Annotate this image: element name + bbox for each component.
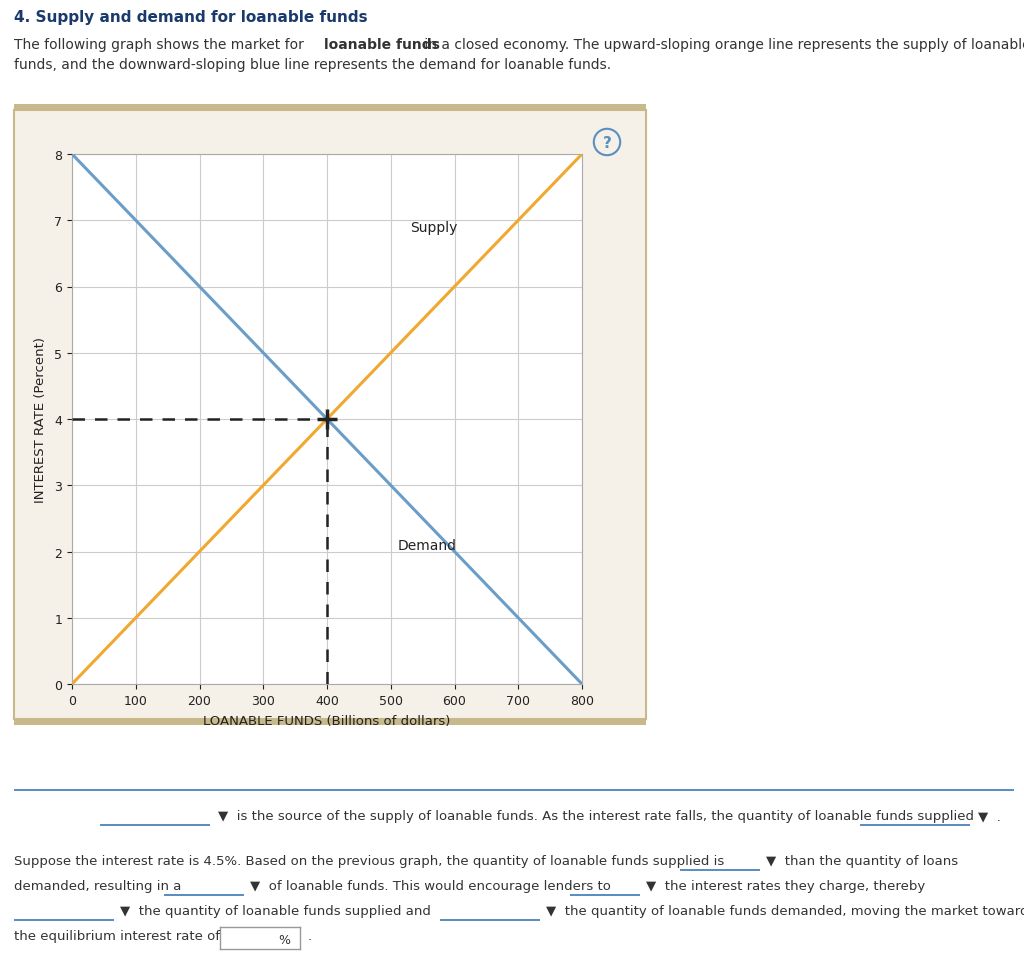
Text: 4. Supply and demand for loanable funds: 4. Supply and demand for loanable funds <box>14 10 368 25</box>
Text: funds, and the downward-sloping blue line represents the demand for loanable fun: funds, and the downward-sloping blue lin… <box>14 58 611 71</box>
Y-axis label: INTEREST RATE (Percent): INTEREST RATE (Percent) <box>35 336 47 502</box>
Text: .: . <box>308 929 312 942</box>
Text: ▼  the interest rates they charge, thereby: ▼ the interest rates they charge, thereb… <box>646 879 926 892</box>
Text: ▼  .: ▼ . <box>978 809 1000 822</box>
Text: ▼  is the source of the supply of loanable funds. As the interest rate falls, th: ▼ is the source of the supply of loanabl… <box>218 809 974 822</box>
Text: in a closed economy. The upward-sloping orange line represents the supply of loa: in a closed economy. The upward-sloping … <box>420 38 1024 52</box>
Text: Demand: Demand <box>397 538 456 553</box>
Text: the equilibrium interest rate of: the equilibrium interest rate of <box>14 929 220 942</box>
Text: ▼  the quantity of loanable funds supplied and: ▼ the quantity of loanable funds supplie… <box>120 904 431 917</box>
Text: Supply: Supply <box>410 221 458 234</box>
Text: ▼  than the quantity of loans: ▼ than the quantity of loans <box>766 854 958 867</box>
Text: ▼  the quantity of loanable funds demanded, moving the market toward: ▼ the quantity of loanable funds demande… <box>546 904 1024 917</box>
Text: ▼  of loanable funds. This would encourage lenders to: ▼ of loanable funds. This would encourag… <box>250 879 611 892</box>
X-axis label: LOANABLE FUNDS (Billions of dollars): LOANABLE FUNDS (Billions of dollars) <box>204 714 451 727</box>
Text: loanable funds: loanable funds <box>324 38 440 52</box>
Text: %: % <box>279 933 291 945</box>
Text: Suppose the interest rate is 4.5%. Based on the previous graph, the quantity of : Suppose the interest rate is 4.5%. Based… <box>14 854 724 867</box>
Text: demanded, resulting in a: demanded, resulting in a <box>14 879 181 892</box>
Text: ?: ? <box>602 135 611 151</box>
Text: The following graph shows the market for: The following graph shows the market for <box>14 38 308 52</box>
